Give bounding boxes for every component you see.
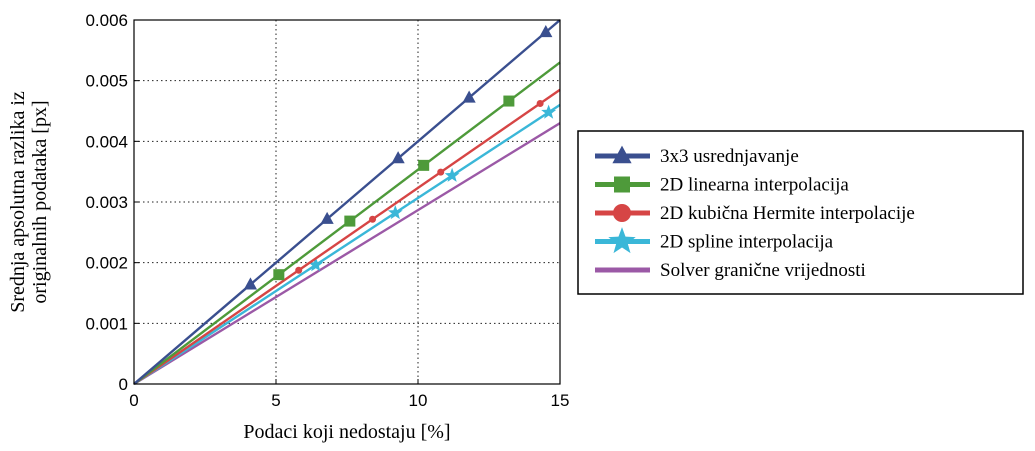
tick-labels: 0 5 10 15 0 0.001 0.002 0.003 0.004 0.005 0.006 [85, 11, 569, 410]
data-point [536, 99, 544, 107]
y-tick-label: 0.006 [85, 11, 128, 30]
y-tick-label: 0 [119, 375, 128, 394]
series-2d-linearna-interpolacija [133, 61, 561, 385]
legend-label: 2D spline interpolacija [660, 232, 834, 253]
legend-swatch-marker [614, 176, 630, 193]
data-point [369, 215, 377, 223]
legend-swatch-marker [613, 204, 631, 222]
series-line [133, 103, 561, 386]
x-tick-label: 0 [129, 391, 138, 410]
series-line [133, 19, 561, 385]
x-tick-label: 15 [551, 391, 570, 410]
data-point [462, 90, 476, 103]
x-axis-label: Podaci koji nedostaju [%] [243, 421, 450, 443]
data-point [308, 257, 324, 272]
y-axis-label-line-1: Srednja apsolutna razlika iz [7, 91, 29, 313]
data-point [503, 95, 515, 107]
data-point [391, 151, 405, 164]
series-layer [133, 19, 561, 386]
series-2d-spline-interpolacija [133, 103, 561, 386]
legend-entry: 2D spline interpolacija [595, 227, 834, 254]
legend-swatch-marker [612, 145, 632, 164]
legend-label: Solver granične vrijednosti [660, 260, 866, 281]
data-point [437, 168, 445, 176]
data-point [243, 277, 258, 290]
series-line [133, 122, 561, 386]
data-point [444, 167, 460, 182]
series-line [133, 88, 561, 385]
series-3x3-usrednjavanje [133, 19, 561, 385]
y-tick-label: 0.005 [85, 72, 128, 91]
y-tick-label: 0.002 [85, 254, 128, 273]
legend: 3x3 usrednjavanje 2D linearna interpolaci… [577, 130, 1024, 295]
data-point [320, 211, 334, 224]
legend-label: 2D kubična Hermite interpolacije [660, 203, 915, 224]
legend-entry: Solver granične vrijednosti [595, 260, 866, 281]
legend-label: 3x3 usrednjavanje [660, 146, 799, 167]
data-point [539, 24, 553, 38]
legend-swatch-marker [608, 227, 636, 254]
axes [133, 19, 561, 385]
legend-box [577, 130, 1024, 295]
data-point [273, 269, 285, 281]
series-2d-kubična-hermite-interpolacije [133, 88, 561, 385]
y-axis-label-line-2: originalnih podataka [px] [29, 100, 51, 303]
data-point [387, 205, 403, 220]
y-tick-label: 0.003 [85, 193, 128, 212]
series-solver-granične-vrijednosti [133, 122, 561, 386]
y-tick-label: 0.001 [85, 314, 128, 333]
x-tick-label: 5 [271, 391, 280, 410]
y-tick-label: 0.004 [85, 132, 128, 151]
data-point [295, 266, 303, 274]
legend-entry: 3x3 usrednjavanje [595, 145, 799, 167]
legend-label: 2D linearna interpolacija [660, 175, 849, 196]
data-point [418, 159, 430, 171]
data-point [344, 215, 356, 227]
legend-entry: 2D linearna interpolacija [595, 175, 849, 196]
x-tick-label: 10 [409, 391, 428, 410]
data-point [541, 104, 557, 119]
legend-entry: 2D kubična Hermite interpolacije [595, 203, 915, 224]
